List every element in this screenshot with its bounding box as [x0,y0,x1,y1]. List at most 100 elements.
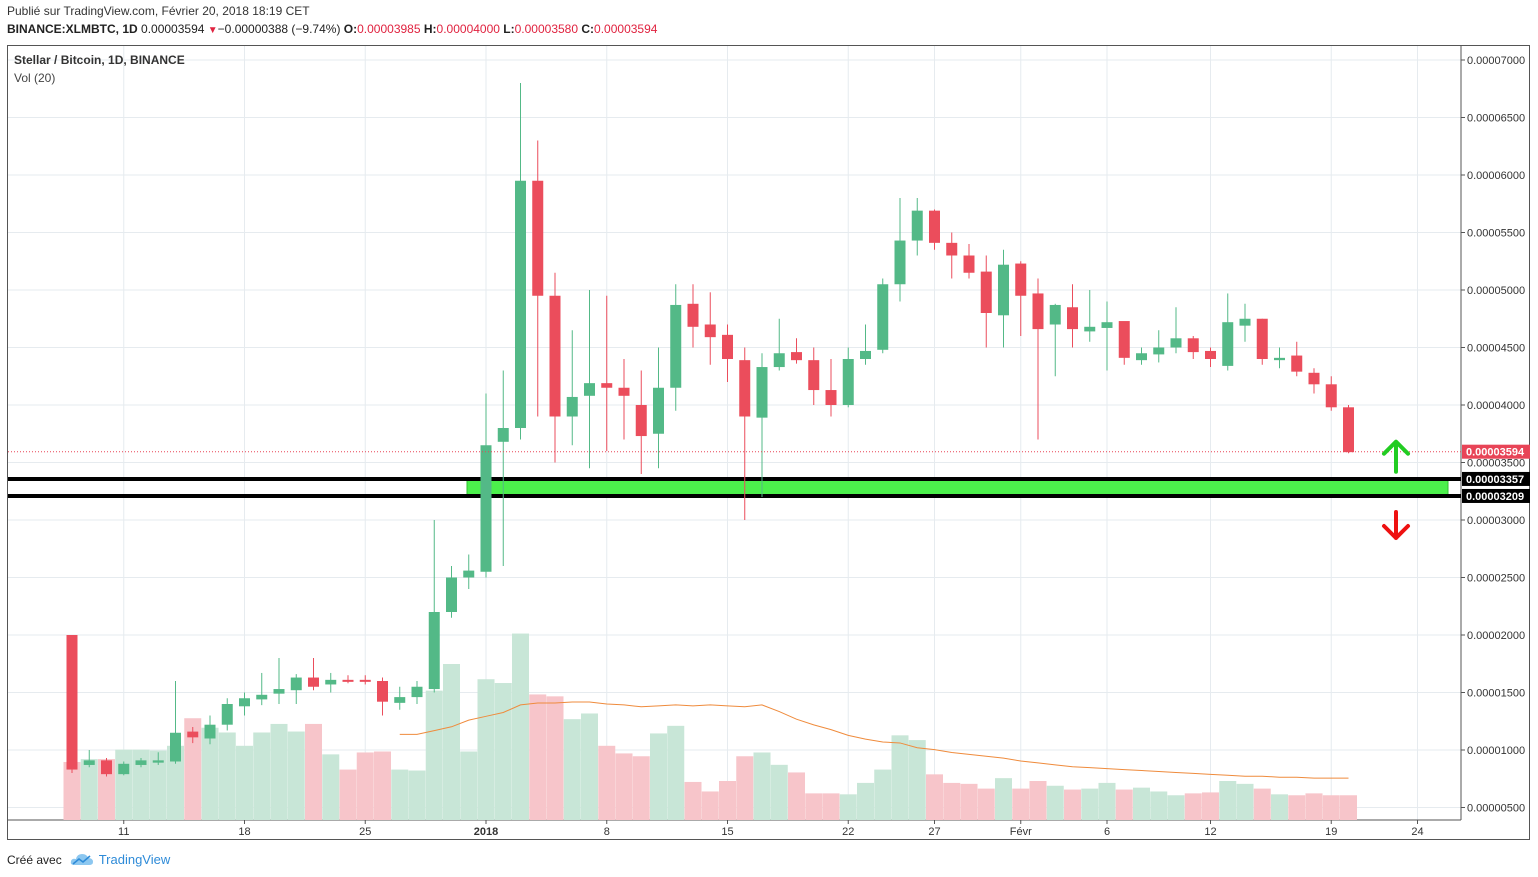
candle-body [1343,407,1354,453]
x-tick-label: 24 [1411,826,1423,838]
volume-bar [684,781,702,820]
volume-bar [1271,794,1288,820]
volume-bar [546,696,564,820]
volume-bar [529,694,547,820]
x-tick-label: 19 [1325,826,1337,838]
volume-bar [391,769,409,820]
candle-body [515,180,526,428]
price-tag-label: 0.00003209 [1466,491,1524,503]
volume-bar [839,794,857,820]
volume-bar [1046,785,1064,820]
candle-body [290,677,302,691]
candle-body [256,694,268,700]
volume-bar [632,756,650,820]
volume-bar [1150,791,1168,820]
down-triangle-icon: ▼ [207,25,218,36]
volume-indicator-legend[interactable]: Vol (20) [14,71,56,85]
candle-body [877,284,889,350]
volume-bar [1012,788,1030,820]
candle-body [152,760,164,763]
price-tag-bg [1462,471,1530,486]
volume-bar [1236,783,1254,820]
symbol-label: BINANCE:XLMBTC, 1D [7,22,138,36]
volume-bar [667,725,685,820]
open-value: 0.00003985 [357,22,421,36]
candle-body [239,698,250,707]
candle-body [1153,347,1165,355]
candle-body [1291,355,1303,372]
volume-bar [719,781,736,820]
candle-body [791,352,802,361]
candle-body [463,570,475,578]
candle-body [1136,353,1147,361]
volume-ma-line [399,701,1349,779]
candle-body [1239,318,1251,326]
candle-body [618,387,630,396]
volume-bar [408,770,426,820]
volume-bar [494,683,512,820]
tradingview-label: TradingView [98,852,171,867]
volume-bar [563,719,581,820]
y-tick-label: 0.00001000 [1467,745,1525,757]
volume-bar [132,749,150,820]
candle-body [221,704,233,725]
x-tick-label: 2018 [474,826,498,838]
candle-body [601,383,613,388]
y-tick-label: 0.00005500 [1467,228,1525,240]
candle-body [722,334,733,359]
y-tick-label: 0.00004500 [1467,343,1525,355]
low-value: 0.00003580 [514,22,579,36]
volume-bar [788,772,805,820]
price-tag-bg [1462,488,1530,503]
y-tick-label: 0.00006000 [1467,170,1525,182]
candle-body [584,383,595,396]
price-tag-label: 0.00003357 [1466,474,1524,486]
volume-bar [736,756,754,820]
candle-body [687,303,699,327]
candle-body [773,353,785,368]
chart-legend-title: Stellar / Bitcoin, 1D, BINANCE [14,53,185,67]
candle-body [1205,350,1216,359]
price-tag-bg [1462,444,1530,459]
y-tick-label: 0.00004000 [1467,400,1525,412]
candle-body [428,612,440,690]
x-tick-label: 18 [238,826,250,838]
low-label: L: [503,22,515,36]
symbol-info-bar: BINANCE:XLMBTC, 1D 0.00003594 ▼−0.000003… [7,22,657,36]
volume-bar [701,791,719,820]
volume-bar [460,751,478,820]
candle-body [566,396,578,417]
candle-body [83,760,95,765]
published-info: Publié sur TradingView.com, Février 20, … [7,4,310,18]
arrow-down-icon [1382,510,1410,540]
volume-bar [770,764,788,820]
volume-bar [339,769,357,820]
volume-bar [1081,788,1099,820]
volume-bar [374,751,391,820]
chart-frame[interactable] [7,45,1530,840]
volume-bar [149,750,167,820]
volume-bar [581,713,598,820]
tradingview-brand[interactable]: TradingView [70,852,171,867]
volume-bar [322,754,340,820]
x-tick-label: 12 [1204,826,1216,838]
candle-body [1222,322,1234,366]
x-tick-label: 11 [118,826,129,838]
x-tick-label: 6 [1104,826,1110,838]
volume-bar [184,718,202,820]
candle-body [635,405,647,437]
candle-body [1067,307,1078,330]
candle-body [929,210,940,243]
candle-body [394,697,406,703]
candle-body [204,724,216,739]
candle-body [756,367,768,418]
tradingview-cloud-icon [70,854,93,865]
price-tag-label: 0.00003594 [1466,447,1525,459]
volume-bar [1340,795,1357,820]
last-price: 0.00003594 [141,22,205,36]
candle-body [308,677,319,687]
volume-bar [98,759,115,820]
candle-body [1084,326,1096,332]
volume-bar [425,690,443,820]
